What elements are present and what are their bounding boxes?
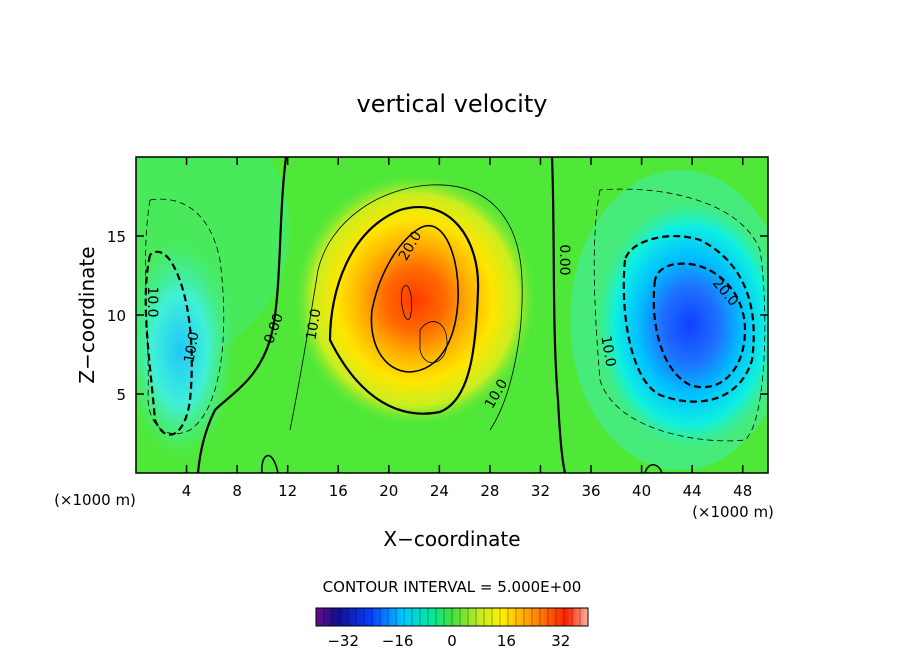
y-tick-label: 5 xyxy=(116,386,126,404)
y-axis-label: Z−coordinate xyxy=(75,246,99,383)
updraft-fill xyxy=(295,175,535,425)
x-tick-label: 24 xyxy=(430,482,449,500)
x-tick-label: 28 xyxy=(480,482,499,500)
x-axis: 4 8 12 16 20 24 28 32 36 40 44 48 xyxy=(182,157,752,500)
colorbar-tick-label: −16 xyxy=(382,632,414,650)
colorbar-tick-label: −32 xyxy=(327,632,359,650)
y-tick-label: 10 xyxy=(107,307,126,325)
left-downdraft-fill xyxy=(136,240,235,460)
x-axis-label: X−coordinate xyxy=(383,527,520,551)
x-tick-label: 32 xyxy=(531,482,550,500)
right-downdraft-fill xyxy=(595,200,768,450)
x-tick-label: 4 xyxy=(182,482,192,500)
contour-label: 10.0 xyxy=(181,331,202,364)
colorbar-tick-label: 0 xyxy=(447,632,457,650)
plot-area: 0.00 0.00 10.0 20.0 10.0 10.0 10.0 20.0 … xyxy=(136,157,768,473)
contour-label: 10.0 xyxy=(303,308,324,341)
colorbar-tick-label: 16 xyxy=(497,632,516,650)
y-tick-label: 15 xyxy=(107,228,126,246)
x-tick-label: 40 xyxy=(632,482,651,500)
x-tick-label: 20 xyxy=(379,482,398,500)
y-axis: 5 10 15 xyxy=(107,228,768,404)
contour-label: 10.0 xyxy=(597,335,618,368)
contour-label: 10.0 xyxy=(144,286,160,317)
x-tick-label: 48 xyxy=(733,482,752,500)
x-tick-label: 44 xyxy=(683,482,702,500)
contour-interval-label: CONTOUR INTERVAL = 5.000E+00 xyxy=(323,578,582,596)
x-unit-right: (×1000 m) xyxy=(692,503,774,521)
x-tick-label: 36 xyxy=(581,482,600,500)
colorbar-ticks: −32 −16 0 16 32 xyxy=(327,632,570,650)
contour-label: 0.00 xyxy=(556,244,572,275)
colorbar-segments xyxy=(323,608,581,626)
x-tick-label: 8 xyxy=(232,482,242,500)
colorbar-tick-label: 32 xyxy=(551,632,570,650)
x-tick-label: 12 xyxy=(278,482,297,500)
contour-lines xyxy=(144,157,766,473)
chart-title: vertical velocity xyxy=(357,90,548,118)
x-unit-left: (×1000 m) xyxy=(54,491,136,509)
x-tick-label: 16 xyxy=(329,482,348,500)
